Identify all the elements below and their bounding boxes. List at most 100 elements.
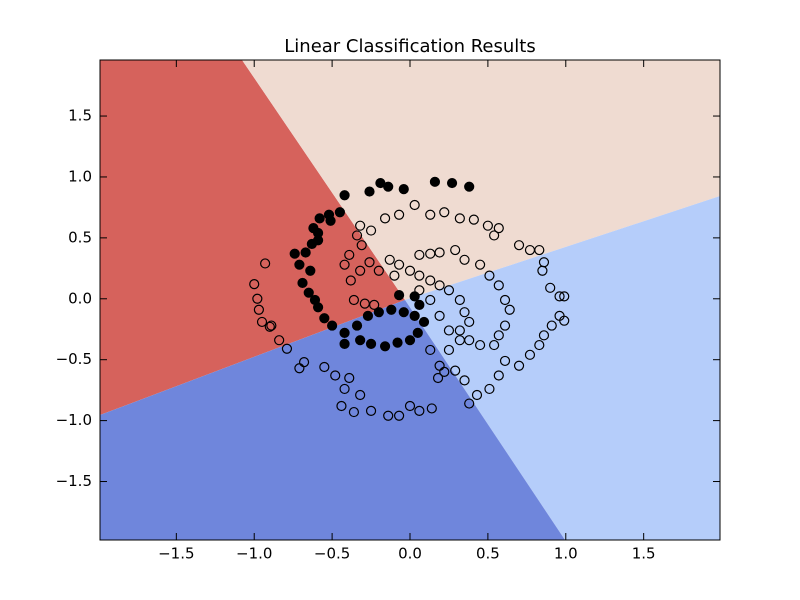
scatter-point [443,325,455,336]
scatter-point [546,320,557,331]
scatter-point [373,265,384,276]
scatter-point [355,265,366,276]
scatter-point [252,293,263,304]
scatter-point [351,230,363,241]
scatter-point [379,341,391,352]
x-tick-label: −1.5 [158,545,194,563]
scatter-point [306,238,317,250]
scatter-point [260,258,271,269]
scatter-point [459,375,470,386]
scatter-point [294,363,305,374]
scatter-point [344,372,355,384]
scatter-point [289,248,300,259]
scatter-point [314,213,325,224]
scatter-point [499,355,511,367]
scatter-point [339,190,350,201]
scatter-point [513,240,525,251]
x-tick-label: 1.0 [554,545,578,563]
scatter-point [414,270,425,281]
scatter-point [482,220,493,231]
scatter-point [554,291,565,302]
scatter-point [439,207,450,218]
scatter-point [468,214,479,225]
scatter-point [559,315,570,326]
scatter-point [312,227,324,239]
scatter-point [319,361,330,373]
scatter-point [493,223,504,234]
scatter-point [450,244,461,256]
scatter-point [475,339,486,351]
scatter-point [414,299,425,310]
y-tick-label: 1.0 [68,167,92,185]
scatter-point [538,330,550,341]
scatter-point [355,335,366,346]
scatter-point [264,321,275,332]
scatter-point [425,294,436,306]
scatter-point [392,337,403,348]
scatter-point [524,349,536,360]
scatter-point [409,310,420,321]
scatter-point [339,383,350,395]
scatter-point [348,406,360,418]
scatter-point [369,299,380,310]
scatter-point [426,403,437,414]
scatter-point [464,316,475,328]
scatter-point [334,207,345,218]
scatter-point [319,313,330,324]
scatter-point [459,254,470,265]
scatter-point [356,240,367,251]
scatter-point [249,279,260,290]
scatter-point [484,383,495,395]
scatter-point [513,360,525,371]
scatter-point [364,186,375,197]
scatter-point [454,325,465,336]
scatter-point [434,310,445,321]
scatter-point [312,302,324,313]
scatter-point [256,316,268,328]
region-light-blue [405,196,720,540]
scatter-point [425,344,436,356]
scatter-point [393,209,405,220]
scatter-point [355,389,366,401]
scatter-point [266,320,277,331]
scatter-point [414,249,425,261]
scatter-point [297,277,308,289]
scatter-point [294,259,305,270]
scatter-point [499,320,511,331]
x-tick-label: 0.5 [476,545,500,563]
scatter-point [373,307,384,318]
scatter-point [305,265,316,276]
scatter-point [484,270,495,281]
scatter-point [534,339,545,351]
scatter-point [434,280,445,291]
scatter-point [537,265,548,276]
scatter-point [489,230,500,241]
scatter-point [499,294,511,306]
scatter-point [475,259,486,270]
scatter-point [345,275,356,286]
scatter-point [559,291,570,302]
scatter-point [414,285,425,296]
scatter-point [355,220,366,231]
region-blue [100,300,565,540]
scatter-point [434,247,445,258]
scatter-point [398,184,409,195]
scatter-point [493,280,504,291]
scatter-point [253,304,264,315]
scatter-point [339,259,350,270]
scatter-point [348,294,360,306]
scatter-point [344,249,355,261]
scatter-point [362,310,374,321]
scatter-point [425,275,436,286]
scatter-point [383,410,394,421]
scatter-point [464,181,475,192]
scatter-point [493,370,504,381]
scatter-point [454,335,465,346]
y-tick-label: −0.5 [56,350,92,368]
scatter-point [339,338,350,349]
scatter-point [383,181,394,192]
y-tick-label: −1.0 [56,411,92,429]
scatter-point [389,270,400,281]
x-tick-label: 1.5 [632,545,656,563]
